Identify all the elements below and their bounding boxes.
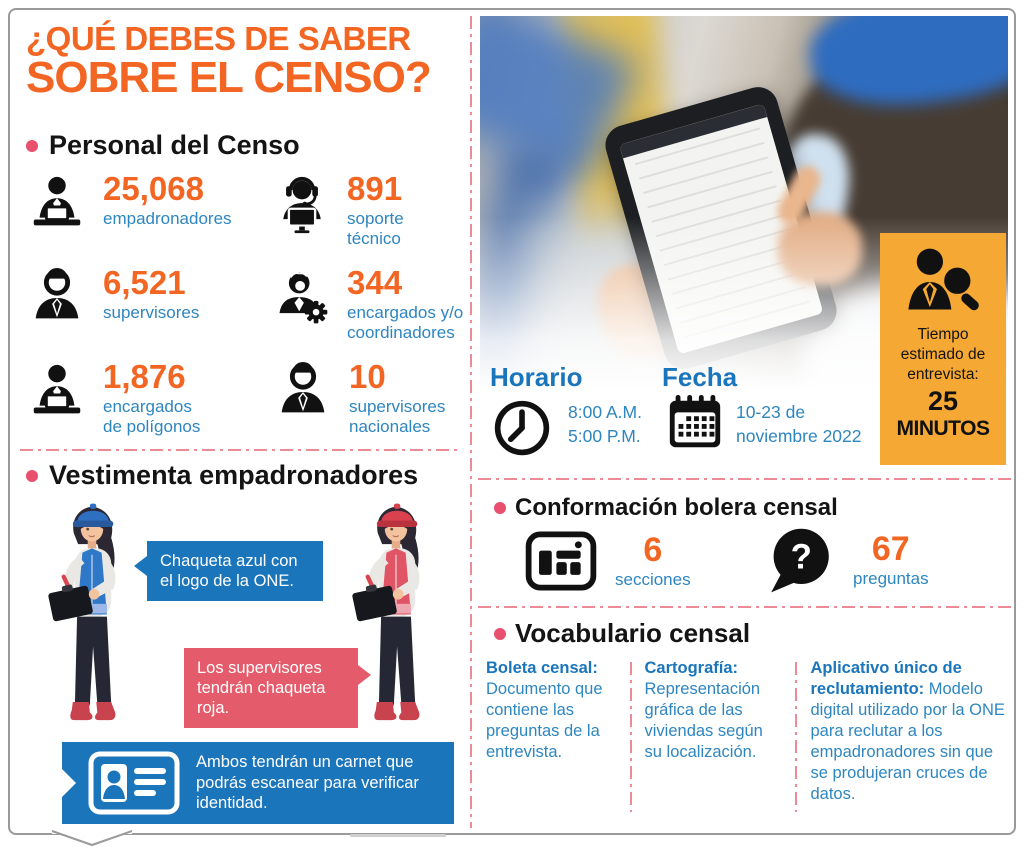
bullet-icon bbox=[494, 627, 506, 640]
sections-value: 6 bbox=[643, 530, 663, 569]
personal-heading-label: Personal del Censo bbox=[49, 130, 300, 160]
supervisor-person-icon bbox=[281, 362, 325, 413]
coordinator-gear-icon bbox=[279, 272, 328, 324]
red-jacket-callout: Los supervisores tendrán chaqueta roja. bbox=[184, 648, 371, 729]
vocab-divider bbox=[795, 662, 798, 812]
vocab-term-cartografia: Cartografía: Representación gráfica de l… bbox=[645, 658, 783, 812]
page-title: ¿QUÉ DEBES DE SABER SOBRE EL CENSO? bbox=[26, 20, 432, 102]
vocabulary-heading: Vocabulario censal bbox=[494, 618, 750, 649]
vestimenta-heading: Vestimenta empadronadores bbox=[26, 460, 418, 491]
schedule-time-close: 5:00 P.M. bbox=[568, 425, 641, 446]
stat-label: encargados de polígonos bbox=[103, 397, 201, 437]
frame-bottom-notch bbox=[51, 830, 133, 846]
questions-stat: ? 67 preguntas bbox=[764, 524, 929, 596]
blue-jacket-callout-text: Chaqueta azul con el logo de la ONE. bbox=[160, 552, 298, 591]
stat-label: soporte técnico bbox=[347, 209, 404, 249]
stat-encargados-poligonos: 1,876 encargados de polígonos bbox=[26, 360, 272, 437]
vocab-term-label: Cartografía: bbox=[644, 659, 739, 677]
bullet-icon bbox=[26, 139, 38, 152]
vocab-term-boleta: Boleta censal: Documento que contiene la… bbox=[486, 658, 617, 812]
vocab-term-definition: Modelo digital utilizado por la ONE para… bbox=[810, 679, 1005, 803]
sections-label: secciones bbox=[615, 569, 691, 589]
interview-time-unit: MINUTOS bbox=[896, 417, 990, 441]
stat-encargados-coordinadores: 344 encargados y/o coordinadores bbox=[272, 266, 466, 343]
right-section-divider bbox=[478, 478, 1012, 480]
enumerator-at-desk-icon bbox=[33, 176, 81, 226]
tech-support-headset-icon bbox=[283, 176, 321, 234]
sections-stat: 6 secciones bbox=[524, 526, 691, 596]
right-section-divider bbox=[478, 606, 1012, 608]
vocab-term-label: Boleta censal: bbox=[486, 659, 598, 677]
vocab-term-aplicativo: Aplicativo único de reclutamiento: Model… bbox=[810, 658, 1010, 812]
stat-empadronadores: 25,068 empadronadores bbox=[26, 172, 272, 249]
stat-soporte-tecnico: 891 soporte técnico bbox=[272, 172, 466, 249]
id-card-banner: Ambos tendrán un carnet que podrás escan… bbox=[62, 742, 454, 824]
vestimenta-heading-label: Vestimenta empadronadores bbox=[49, 460, 419, 490]
enumerator-at-desk-icon bbox=[33, 365, 81, 414]
questions-label: preguntas bbox=[853, 568, 929, 588]
form-sections-icon bbox=[525, 531, 597, 591]
supervisor-person-icon bbox=[35, 268, 79, 319]
questionnaire-heading-label: Conformación bolera censal bbox=[515, 494, 838, 521]
bullet-icon bbox=[26, 469, 38, 482]
stat-value: 891 bbox=[347, 170, 403, 207]
personal-heading: Personal del Censo bbox=[26, 130, 300, 161]
date-value: 10-23 de noviembre 2022 bbox=[736, 402, 862, 446]
enumerator-blue-illustration bbox=[48, 503, 116, 721]
stat-value: 344 bbox=[347, 264, 403, 302]
main-column-divider bbox=[470, 16, 472, 828]
interview-time-value: 25 bbox=[927, 386, 959, 417]
stat-supervisores: 6,521 supervisores bbox=[26, 266, 272, 343]
calendar-icon bbox=[669, 394, 721, 448]
page-title-line2: SOBRE EL CENSO? bbox=[26, 52, 432, 102]
red-jacket-callout-text: Los supervisores tendrán chaqueta roja. bbox=[197, 659, 326, 718]
stat-value: 10 bbox=[349, 358, 386, 396]
schedule-heading: Horario bbox=[490, 362, 583, 392]
interview-time-box: Tiempo estimado de entrevista: 25 MINUTO… bbox=[880, 233, 1006, 465]
stat-value: 1,876 bbox=[103, 358, 186, 396]
bottom-gray-bar bbox=[350, 834, 446, 837]
clock-icon bbox=[494, 400, 550, 456]
vocabulary-terms: Boleta censal: Documento que contiene la… bbox=[486, 658, 1010, 812]
personnel-stats: 25,068 empadronadores 891 soporte técnic… bbox=[26, 172, 466, 437]
stat-value: 25,068 bbox=[103, 170, 204, 207]
interview-time-label: Tiempo estimado de entrevista: bbox=[900, 326, 986, 383]
questions-value: 67 bbox=[871, 529, 910, 568]
stat-label: encargados y/o coordinadores bbox=[347, 303, 464, 343]
svg-text:?: ? bbox=[791, 537, 812, 576]
questionnaire-heading: Conformación bolera censal bbox=[494, 494, 838, 522]
id-card-banner-text: Ambos tendrán un carnet que podrás escan… bbox=[196, 753, 419, 813]
vocabulary-heading-label: Vocabulario censal bbox=[515, 618, 751, 648]
stat-value: 6,521 bbox=[103, 264, 186, 302]
schedule-time-open: 8:00 A.M. bbox=[568, 402, 642, 422]
schedule-times: 8:00 A.M. 5:00 P.M. bbox=[568, 401, 642, 448]
stat-label: supervisores bbox=[103, 303, 200, 323]
bullet-icon bbox=[494, 502, 506, 514]
blue-jacket-callout: Chaqueta azul con el logo de la ONE. bbox=[134, 541, 323, 602]
date-heading: Fecha bbox=[662, 362, 738, 392]
supervisor-red-illustration bbox=[352, 503, 420, 721]
page-title-line1: ¿QUÉ DEBES DE SABER bbox=[26, 20, 411, 57]
person-magnifier-icon bbox=[908, 248, 979, 311]
stat-supervisores-nacionales: 10 supervisores nacionales bbox=[272, 360, 466, 437]
stat-label: empadronadores bbox=[103, 209, 232, 228]
vocab-term-definition: Documento que contiene las preguntas de … bbox=[486, 679, 603, 761]
vocab-divider bbox=[629, 662, 632, 812]
left-section-divider bbox=[20, 449, 462, 451]
vocab-term-label: Aplicativo único de reclutamiento: bbox=[810, 659, 962, 698]
stat-label: supervisores nacionales bbox=[349, 397, 446, 437]
question-bubble-icon: ? bbox=[771, 528, 829, 593]
vocab-term-definition: Representación gráfica de las viviendas … bbox=[644, 679, 763, 761]
gear-icon bbox=[304, 300, 328, 324]
id-card-icon bbox=[88, 751, 180, 815]
page-frame bbox=[8, 8, 1016, 835]
